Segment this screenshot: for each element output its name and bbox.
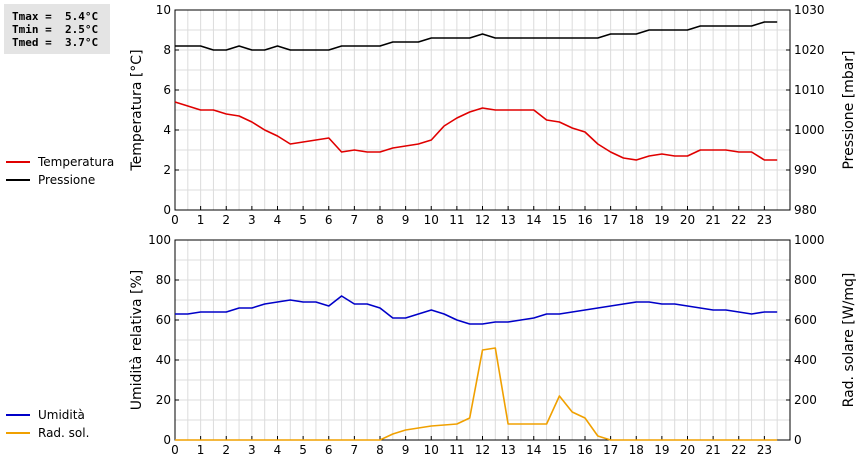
x-tick-label: 16 [577, 213, 592, 227]
x-tick-label: 15 [552, 443, 567, 457]
series-line-pressione [175, 21, 778, 51]
x-tick-label: 10 [424, 213, 439, 227]
right-axis-title: Rad. solare [W/mq] [841, 273, 857, 408]
x-tick-label: 22 [731, 213, 746, 227]
x-tick-label: 7 [351, 443, 359, 457]
right-tick-label: 1030 [794, 3, 825, 17]
x-tick-label: 8 [376, 213, 384, 227]
legend-label: Pressione [38, 173, 95, 187]
x-tick-label: 6 [325, 443, 333, 457]
right-tick-label: 1020 [794, 43, 825, 57]
x-tick-label: 14 [526, 213, 541, 227]
right-tick-label: 800 [794, 273, 817, 287]
x-tick-label: 13 [500, 213, 515, 227]
x-tick-label: 9 [402, 213, 410, 227]
x-tick-label: 11 [449, 213, 464, 227]
left-tick-label: 20 [156, 393, 171, 407]
series-line-temperatura [174, 101, 778, 161]
left-tick-label: 40 [156, 353, 171, 367]
x-tick-label: 18 [629, 213, 644, 227]
x-tick-label: 3 [248, 213, 256, 227]
x-tick-label: 12 [475, 213, 490, 227]
x-tick-label: 2 [222, 213, 230, 227]
series-line-rad-sol [175, 347, 778, 441]
left-tick-label: 0 [163, 203, 171, 217]
right-axis-title: Pressione [mbar] [841, 50, 857, 169]
x-tick-label: 10 [424, 443, 439, 457]
right-tick-label: 990 [794, 163, 817, 177]
right-tick-label: 980 [794, 203, 817, 217]
right-tick-label: 200 [794, 393, 817, 407]
x-tick-label: 4 [274, 443, 282, 457]
x-tick-label: 20 [680, 213, 695, 227]
x-tick-label: 11 [449, 443, 464, 457]
x-tick-label: 13 [500, 443, 515, 457]
x-tick-label: 2 [222, 443, 230, 457]
left-tick-label: 80 [156, 273, 171, 287]
left-tick-label: 6 [163, 83, 171, 97]
right-tick-label: 1000 [794, 233, 825, 247]
left-axis-title: Temperatura [°C] [129, 49, 145, 171]
right-tick-label: 400 [794, 353, 817, 367]
x-tick-label: 1 [197, 213, 205, 227]
right-tick-label: 600 [794, 313, 817, 327]
x-tick-label: 18 [629, 443, 644, 457]
x-tick-label: 5 [299, 443, 307, 457]
tmax-stat: Tmax = 5.4°C [12, 10, 99, 23]
x-tick-label: 9 [402, 443, 410, 457]
left-tick-label: 100 [148, 233, 171, 247]
left-tick-label: 8 [163, 43, 171, 57]
right-tick-label: 1000 [794, 123, 825, 137]
x-tick-label: 12 [475, 443, 490, 457]
x-tick-label: 8 [376, 443, 384, 457]
x-tick-label: 5 [299, 213, 307, 227]
x-tick-label: 0 [171, 213, 179, 227]
x-tick-label: 15 [552, 213, 567, 227]
legend-label: Rad. sol. [38, 426, 89, 440]
left-axis-title: Umidità relativa [%] [129, 270, 145, 411]
x-tick-label: 21 [705, 213, 720, 227]
left-tick-label: 2 [163, 163, 171, 177]
x-tick-label: 23 [757, 443, 772, 457]
x-tick-label: 0 [171, 443, 179, 457]
x-tick-label: 23 [757, 213, 772, 227]
tmin-stat: Tmin = 2.5°C [12, 23, 99, 36]
tmed-stat: Tmed = 3.7°C [12, 36, 99, 49]
series-line-umidit [175, 295, 778, 325]
x-tick-label: 21 [705, 443, 720, 457]
x-tick-label: 4 [274, 213, 282, 227]
left-tick-label: 60 [156, 313, 171, 327]
x-tick-label: 22 [731, 443, 746, 457]
x-tick-label: 20 [680, 443, 695, 457]
x-tick-label: 17 [603, 213, 618, 227]
right-tick-label: 1010 [794, 83, 825, 97]
x-tick-label: 3 [248, 443, 256, 457]
x-tick-label: 14 [526, 443, 541, 457]
left-tick-label: 4 [163, 123, 171, 137]
x-tick-label: 19 [654, 443, 669, 457]
x-tick-label: 19 [654, 213, 669, 227]
right-tick-label: 0 [794, 433, 802, 447]
legend-label: Temperatura [37, 155, 114, 169]
legend-label: Umidità [38, 408, 85, 422]
x-tick-label: 17 [603, 443, 618, 457]
stats-box: Tmax = 5.4°C Tmin = 2.5°C Tmed = 3.7°C [4, 4, 110, 54]
x-tick-label: 6 [325, 213, 333, 227]
left-tick-label: 10 [156, 3, 171, 17]
x-tick-label: 1 [197, 443, 205, 457]
x-tick-label: 16 [577, 443, 592, 457]
x-tick-label: 7 [351, 213, 359, 227]
left-tick-label: 0 [163, 433, 171, 447]
